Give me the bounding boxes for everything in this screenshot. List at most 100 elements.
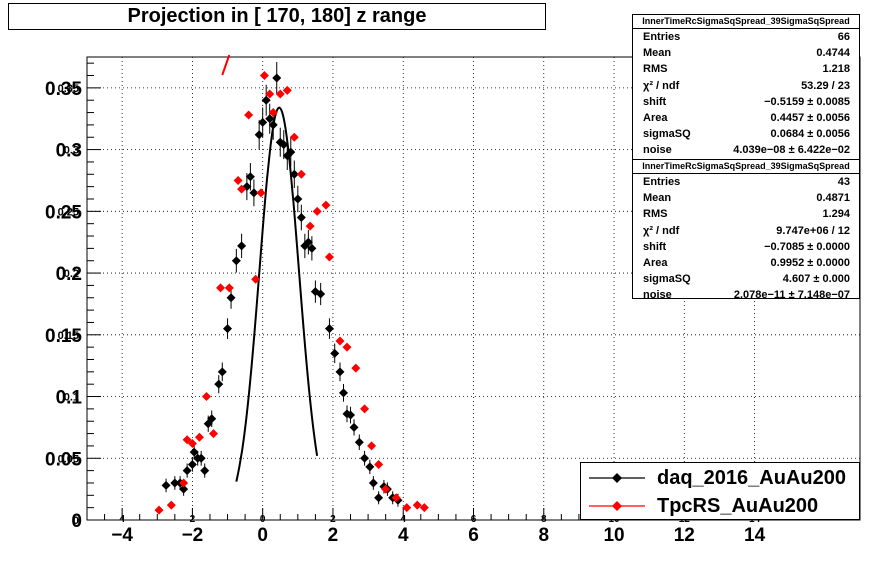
x-tick-label-secondary: 6 <box>471 514 477 525</box>
x-tick-label: 8 <box>538 525 549 546</box>
legend-marker-black-diamond-icon <box>589 473 645 483</box>
data-point <box>342 342 352 352</box>
data-point <box>381 484 391 494</box>
data-point <box>402 503 412 513</box>
y-tick-label: 0.15 <box>45 326 82 347</box>
data-point <box>216 283 226 293</box>
data-point <box>187 459 197 469</box>
data-point <box>286 147 296 157</box>
x-tick-label: −4 <box>111 525 133 546</box>
x-tick-label: 10 <box>603 525 624 546</box>
stats-row-area: Area 0.9952 ± 0.0000 <box>643 256 850 269</box>
stats-row-noise: noise 2.078e−11 ± 7.148e−07 <box>643 289 850 302</box>
data-point <box>354 437 364 447</box>
data-point <box>374 493 384 503</box>
data-point <box>268 108 278 118</box>
data-point <box>324 252 334 262</box>
x-tick-label-secondary: 0 <box>260 514 266 525</box>
data-point <box>305 221 315 231</box>
stats-row-shift: shift −0.7085 ± 0.0000 <box>643 240 850 253</box>
data-point <box>346 410 356 420</box>
y-tick-label-secondary: 0.05 <box>58 453 79 465</box>
data-point <box>272 73 282 83</box>
x-tick-label-secondary: 4 <box>400 514 406 525</box>
y-tick-label: 0 <box>71 511 82 532</box>
y-tick-label: 0.2 <box>56 264 82 285</box>
y-tick-label-secondary: 0.15 <box>58 330 79 342</box>
legend-marker-red-diamond-icon <box>589 501 645 511</box>
stats-row-mean: Mean 0.4871 <box>643 192 850 205</box>
data-point <box>338 388 348 398</box>
data-series <box>154 54 429 515</box>
x-tick-label: 6 <box>468 525 479 546</box>
data-point <box>293 194 303 204</box>
data-point <box>258 117 268 127</box>
data-point <box>268 120 278 130</box>
data-point <box>368 478 378 488</box>
stats-row-area: Area 0.4457 ± 0.0056 <box>643 111 850 124</box>
x-tick-label: 4 <box>398 525 409 546</box>
data-point <box>279 140 289 150</box>
data-point <box>226 293 236 303</box>
data-point <box>217 367 227 377</box>
y-tick-label: 0.25 <box>45 202 82 223</box>
data-point <box>296 213 306 223</box>
stats-row-mean: Mean 0.4744 <box>643 47 850 60</box>
fit-curve <box>235 106 319 482</box>
data-point <box>261 95 271 105</box>
data-point <box>214 379 224 389</box>
x-tick-label: 2 <box>328 525 339 546</box>
data-point <box>194 432 204 442</box>
data-point <box>207 414 217 424</box>
data-point <box>265 114 275 124</box>
data-point <box>249 188 259 198</box>
data-point <box>233 175 243 185</box>
data-point <box>154 505 164 515</box>
legend-label: TpcRS_AuAu200 <box>657 494 819 517</box>
data-point <box>196 453 206 463</box>
data-point <box>170 478 180 488</box>
data-point <box>200 466 210 476</box>
data-point <box>282 85 292 95</box>
y-tick-label: 0.3 <box>56 141 82 162</box>
data-point <box>187 438 197 448</box>
x-tick-label-secondary: 2 <box>330 514 336 525</box>
x-tick-label-secondary: 2 <box>190 514 196 525</box>
plot-title: Projection in [ 170, 180] z range <box>8 3 546 30</box>
data-point <box>360 404 370 414</box>
data-point <box>296 169 306 179</box>
y-tick-label: 0.1 <box>56 388 83 409</box>
stats-row-shift: shift −0.5159 ± 0.0085 <box>643 95 850 108</box>
data-point <box>365 462 375 472</box>
data-point <box>289 132 299 142</box>
data-point <box>321 200 331 210</box>
data-point <box>367 441 377 451</box>
plot-title-text: Projection in [ 170, 180] z range <box>127 5 427 27</box>
data-point <box>244 110 254 120</box>
data-point <box>182 466 192 476</box>
legend: daq_2016_AuAu200 TpcRS_AuAu200 <box>580 462 860 520</box>
legend-entry-daq: daq_2016_AuAu200 <box>581 464 859 492</box>
data-point <box>316 289 326 299</box>
data-point <box>224 283 234 293</box>
stats-row-chi2: χ² / ndf 9.747e+06 / 12 <box>643 224 850 237</box>
data-point <box>189 447 199 457</box>
data-point <box>335 367 345 377</box>
data-point <box>251 274 261 284</box>
data-point <box>289 169 299 179</box>
data-point <box>374 459 384 469</box>
stats-box-tpcrs: InnerTimeRcSigmaSqSpread_39SigmaSqSpread… <box>632 159 860 301</box>
y-tick-label-secondary: 0.3 <box>64 145 79 157</box>
data-point <box>201 392 211 402</box>
data-point <box>312 206 322 216</box>
data-point <box>259 71 269 81</box>
red-fit-curve-fragment <box>221 54 231 76</box>
data-point <box>256 188 266 198</box>
stats-row-entries: Entries 66 <box>643 31 850 43</box>
data-point <box>223 324 233 334</box>
data-point <box>391 493 401 503</box>
data-point <box>179 484 189 494</box>
data-point <box>208 429 218 439</box>
legend-label: daq_2016_AuAu200 <box>657 466 846 489</box>
y-tick-label-secondary: 0.35 <box>58 83 79 95</box>
